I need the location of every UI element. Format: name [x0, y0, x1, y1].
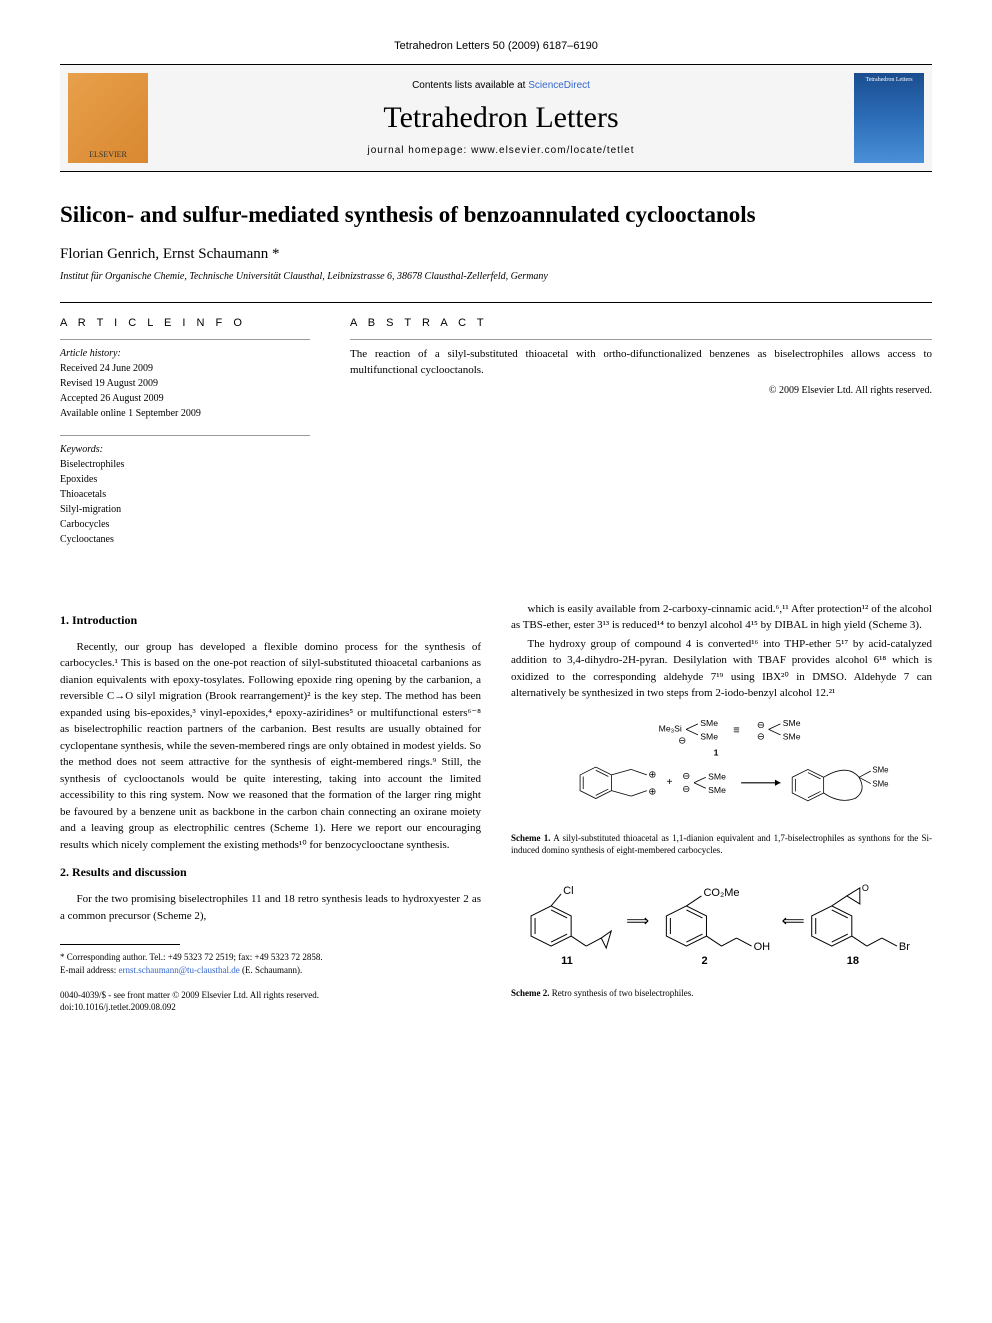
publisher-name: ELSEVIER: [89, 150, 127, 159]
email-name: (E. Schaumann).: [240, 965, 302, 975]
label-co2me: CO₂Me: [703, 887, 739, 899]
author-list: Florian Genrich, Ernst Schaumann *: [60, 246, 932, 263]
label-sme: SMe: [700, 718, 718, 728]
svg-text:⊖: ⊖: [682, 783, 690, 794]
svg-text:⊖: ⊖: [678, 734, 686, 745]
scheme-1-caption: Scheme 1. A silyl-substituted thioacetal…: [511, 832, 932, 857]
scheme-1-label: Scheme 1.: [511, 833, 550, 843]
homepage-label: journal homepage:: [367, 145, 471, 156]
label-sme: SMe: [708, 785, 726, 795]
journal-citation: Tetrahedron Letters 50 (2009) 6187–6190: [60, 40, 932, 52]
col2-paragraph-2: The hydroxy group of compound 4 is conve…: [511, 636, 932, 702]
label-sme: SMe: [872, 765, 889, 774]
left-column: 1. Introduction Recently, our group has …: [60, 601, 481, 1014]
label-plus: +: [667, 777, 673, 788]
label-oh: OH: [754, 941, 771, 953]
keyword: Epoxides: [60, 472, 310, 487]
history-block: Article history: Received 24 June 2009 R…: [60, 339, 310, 421]
svg-text:⊕: ⊕: [648, 768, 656, 779]
svg-text:⊖: ⊖: [682, 770, 690, 781]
body-columns: 1. Introduction Recently, our group has …: [60, 601, 932, 1014]
compound-11: 11: [561, 955, 573, 967]
sciencedirect-link[interactable]: ScienceDirect: [528, 80, 590, 91]
intro-paragraph: Recently, our group has developed a flex…: [60, 639, 481, 854]
keyword: Thioacetals: [60, 487, 310, 502]
keyword: Cyclooctanes: [60, 532, 310, 547]
keyword: Carbocycles: [60, 517, 310, 532]
compound-18: 18: [847, 955, 859, 967]
email-line: E-mail address: ernst.schaumann@tu-claus…: [60, 964, 481, 977]
keyword: Biselectrophiles: [60, 457, 310, 472]
corresp-text: * Corresponding author. Tel.: +49 5323 7…: [60, 951, 481, 964]
scheme-1-caption-text: A silyl-substituted thioacetal as 1,1-di…: [511, 833, 932, 856]
contents-line: Contents lists available at ScienceDirec…: [160, 80, 842, 91]
col2-paragraph-1: which is easily available from 2-carboxy…: [511, 601, 932, 634]
cover-text: Tetrahedron Letters: [865, 77, 912, 83]
doi-block: 0040-4039/$ - see front matter © 2009 El…: [60, 989, 481, 1014]
journal-name: Tetrahedron Letters: [160, 101, 842, 135]
online-date: Available online 1 September 2009: [60, 406, 310, 421]
footnote-separator: [60, 944, 180, 945]
svg-text:⊕: ⊕: [648, 785, 656, 796]
keywords-label: Keywords:: [60, 442, 310, 457]
svg-text:⊖: ⊖: [757, 730, 765, 741]
abstract-text: The reaction of a silyl-substituted thio…: [350, 339, 932, 379]
label-sme: SMe: [872, 780, 889, 789]
label-sme: SMe: [783, 718, 801, 728]
revised-date: Revised 19 August 2009: [60, 376, 310, 391]
scheme-1-structure: Me₃Si SMe SMe ⊖ ≡ ⊖ SMe SMe ⊖ 1: [511, 716, 932, 826]
history-label: Article history:: [60, 346, 310, 361]
label-br: Br: [899, 941, 910, 953]
article-title: Silicon- and sulfur-mediated synthesis o…: [60, 200, 932, 230]
label-me3si: Me₃Si: [659, 724, 682, 734]
label-sme: SMe: [700, 731, 718, 741]
journal-banner: ELSEVIER Contents lists available at Sci…: [60, 64, 932, 172]
homepage-line: journal homepage: www.elsevier.com/locat…: [160, 145, 842, 156]
journal-cover-thumbnail: Tetrahedron Letters: [854, 73, 924, 163]
abstract-copyright: © 2009 Elsevier Ltd. All rights reserved…: [350, 385, 932, 396]
contents-text: Contents lists available at: [412, 80, 528, 91]
email-link[interactable]: ernst.schaumann@tu-clausthal.de: [118, 965, 239, 975]
scheme-2-svg: Cl 11 ⟹ CO₂Me: [511, 871, 932, 981]
label-o: O: [862, 883, 869, 893]
label-sme: SMe: [783, 731, 801, 741]
keywords-block: Keywords: Biselectrophiles Epoxides Thio…: [60, 435, 310, 547]
received-date: Received 24 June 2009: [60, 361, 310, 376]
keyword: Silyl-migration: [60, 502, 310, 517]
scheme-2-structure: Cl 11 ⟹ CO₂Me: [511, 871, 932, 981]
intro-heading: 1. Introduction: [60, 611, 481, 629]
label-equiv: ≡: [733, 724, 739, 736]
abstract-column: A B S T R A C T The reaction of a silyl-…: [350, 317, 932, 561]
doi-text: doi:10.1016/j.tetlet.2009.08.092: [60, 1001, 481, 1014]
front-matter-text: 0040-4039/$ - see front matter © 2009 El…: [60, 989, 481, 1002]
email-label: E-mail address:: [60, 965, 118, 975]
info-abstract-row: A R T I C L E I N F O Article history: R…: [60, 302, 932, 561]
scheme-1-svg: Me₃Si SMe SMe ⊖ ≡ ⊖ SMe SMe ⊖ 1: [511, 716, 932, 826]
homepage-url[interactable]: www.elsevier.com/locate/tetlet: [471, 145, 634, 156]
corresponding-author-footnote: * Corresponding author. Tel.: +49 5323 7…: [60, 951, 481, 976]
accepted-date: Accepted 26 August 2009: [60, 391, 310, 406]
compound-1: 1: [714, 747, 719, 757]
compound-2: 2: [701, 955, 707, 967]
retro-arrow-2: ⟸: [782, 912, 805, 930]
right-column: which is easily available from 2-carboxy…: [511, 601, 932, 1014]
results-paragraph: For the two promising biselectrophiles 1…: [60, 891, 481, 924]
abstract-label: A B S T R A C T: [350, 317, 932, 329]
svg-text:⊖: ⊖: [757, 719, 765, 730]
banner-center: Contents lists available at ScienceDirec…: [148, 80, 854, 156]
scheme-2-caption: Scheme 2. Retro synthesis of two biselec…: [511, 987, 932, 1000]
label-sme: SMe: [708, 772, 726, 782]
scheme-2-caption-text: Retro synthesis of two biselectrophiles.: [550, 988, 694, 998]
publisher-logo: ELSEVIER: [68, 73, 148, 163]
article-info-label: A R T I C L E I N F O: [60, 317, 310, 329]
label-cl: Cl: [563, 885, 573, 897]
scheme-2-label: Scheme 2.: [511, 988, 550, 998]
article-info-column: A R T I C L E I N F O Article history: R…: [60, 317, 310, 561]
affiliation: Institut für Organische Chemie, Technisc…: [60, 271, 932, 282]
retro-arrow-1: ⟹: [626, 912, 649, 930]
results-heading: 2. Results and discussion: [60, 863, 481, 881]
scheme-1: Me₃Si SMe SMe ⊖ ≡ ⊖ SMe SMe ⊖ 1: [511, 716, 932, 857]
scheme-2: Cl 11 ⟹ CO₂Me: [511, 871, 932, 1000]
